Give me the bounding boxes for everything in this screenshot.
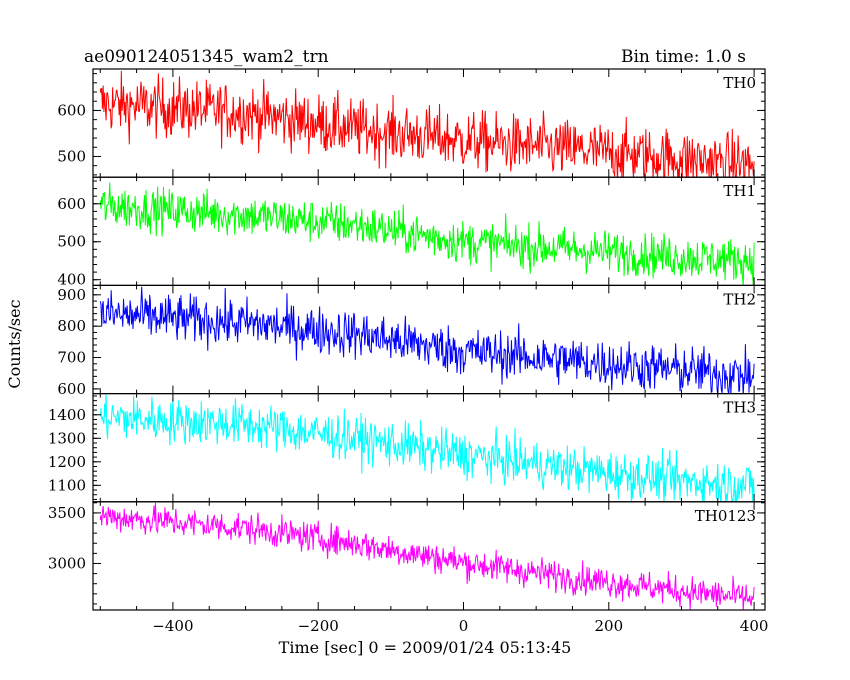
x-tick-label: 0 — [459, 617, 469, 635]
panel-label-th0: TH0 — [723, 74, 756, 92]
chart-title-left: ae090124051345_wam2_trn — [84, 47, 329, 67]
panel-label-th1: TH1 — [723, 182, 756, 200]
y-tick-label: 500 — [57, 233, 86, 251]
y-tick-label: 1300 — [48, 429, 86, 447]
panel-th0123: TH0123 3000 3500 — [48, 501, 766, 611]
panel-label-th3: TH3 — [723, 399, 756, 417]
y-tick-label: 1100 — [48, 476, 86, 494]
panel-frame — [92, 501, 766, 611]
panels-group: TH0 500 600 TH1 400 500 600 TH2 600 700 800 900 TH3 1… — [48, 68, 766, 611]
y-tick-label: 3500 — [48, 504, 86, 522]
series-line-th1 — [99, 182, 755, 286]
x-tick-label: 200 — [594, 617, 623, 635]
y-tick-label: 700 — [57, 349, 86, 367]
series-line-th0123 — [99, 502, 755, 610]
y-axis-label: Counts/sec — [5, 299, 24, 388]
y-tick-label: 600 — [57, 195, 86, 213]
x-tick-label: −200 — [298, 617, 339, 635]
y-tick-label: 500 — [57, 147, 86, 165]
series-line-th0 — [99, 70, 755, 178]
y-tick-label: 3000 — [48, 554, 86, 572]
panel-th1: TH1 400 500 600 — [57, 176, 766, 289]
y-tick-label: 1400 — [48, 406, 86, 424]
series-line-th2 — [99, 286, 755, 394]
panel-label-th0123: TH0123 — [695, 507, 756, 525]
y-tick-label: 600 — [57, 101, 86, 119]
x-axis-label: Time [sec] 0 = 2009/01/24 05:13:45 — [279, 638, 572, 657]
panel-label-th2: TH2 — [723, 290, 756, 308]
x-tick-labels: −400 −200 0 200 400 — [152, 617, 768, 635]
y-tick-label: 900 — [57, 286, 86, 304]
y-tick-label: 1200 — [48, 453, 86, 471]
y-tick-label: 600 — [57, 380, 86, 398]
y-tick-label: 800 — [57, 317, 86, 335]
chart-title-right: Bin time: 1.0 s — [621, 47, 746, 67]
x-tick-label: 400 — [740, 617, 769, 635]
panel-frame — [92, 176, 766, 286]
x-tick-label: −400 — [152, 617, 193, 635]
panel-th3: TH3 1100 1200 1300 1400 — [48, 393, 766, 503]
y-tick-label: 400 — [57, 271, 86, 289]
series-line-th3 — [99, 393, 755, 502]
panel-th2: TH2 600 700 800 900 — [57, 284, 766, 398]
